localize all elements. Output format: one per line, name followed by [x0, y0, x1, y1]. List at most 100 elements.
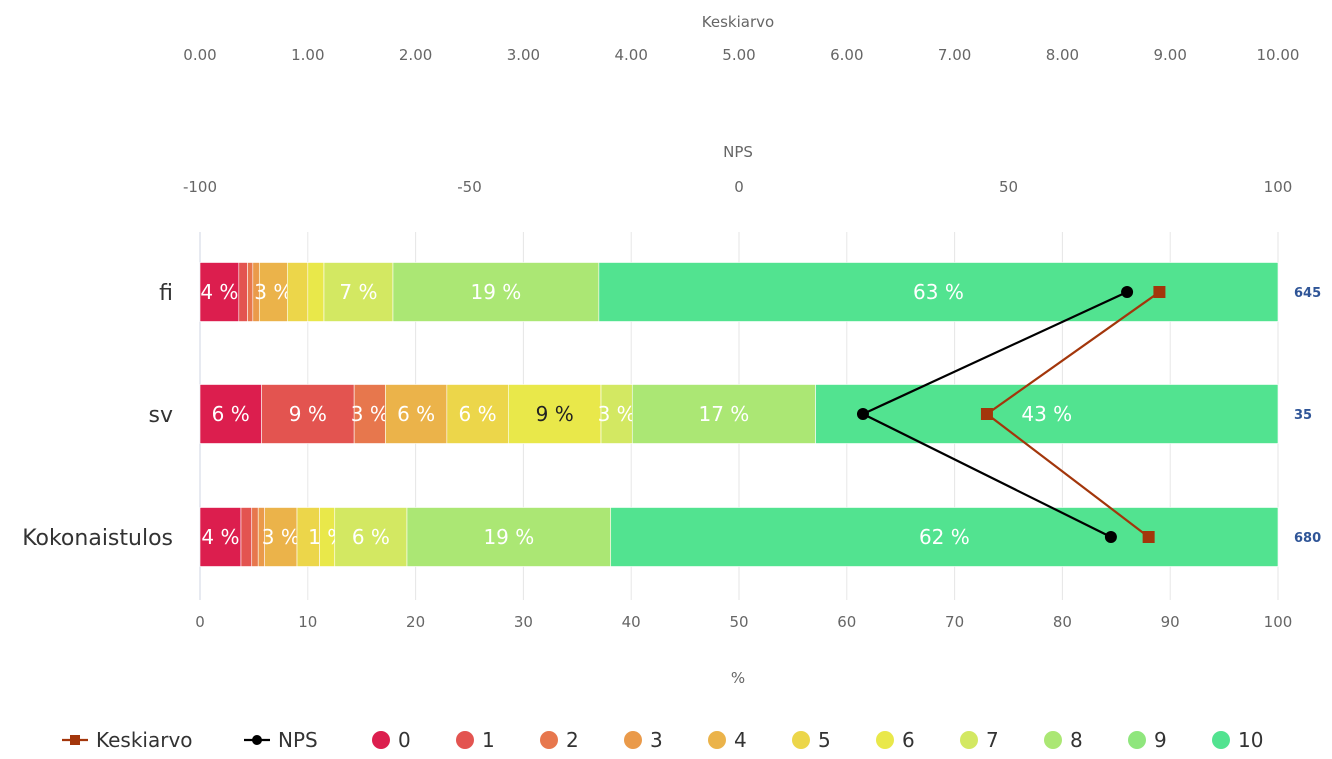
keskiarvo-tick-label: 10.00 [1257, 46, 1300, 64]
bar-data-label: 4 % [200, 280, 238, 304]
nps-tick-label: 50 [999, 178, 1018, 196]
bar-data-label: 19 % [471, 280, 522, 304]
x-tick-label: 40 [622, 613, 641, 631]
legend-label[interactable]: 3 [650, 728, 663, 752]
x-tick-label: 10 [298, 613, 317, 631]
legend-color-dot [876, 731, 894, 749]
nps-tick-label: 100 [1264, 178, 1293, 196]
bar-segment [406, 507, 612, 567]
category-label: fi [159, 281, 173, 306]
keskiarvo-tick-label: 3.00 [507, 46, 540, 64]
legend-label[interactable]: 7 [986, 728, 999, 752]
bar-data-label: 19 % [483, 525, 534, 549]
bar-data-label: 9 % [536, 402, 574, 426]
keskiarvo-point [1142, 531, 1155, 543]
bar-segment [385, 384, 448, 444]
keskiarvo-axis-title: Keskiarvo [702, 13, 774, 31]
bar-segment [261, 384, 355, 444]
x-tick-label: 100 [1264, 613, 1293, 631]
bar-segment [815, 384, 1279, 444]
bar-segment [240, 507, 253, 567]
bar-segment [392, 262, 600, 322]
legend-color-dot [1128, 731, 1146, 749]
bar-segment [334, 507, 408, 567]
nps-point [1104, 531, 1117, 543]
legend-label[interactable]: NPS [278, 728, 318, 752]
bar-segment [199, 507, 242, 567]
keskiarvo-point [1153, 286, 1166, 298]
legend-label[interactable]: 1 [482, 728, 495, 752]
legend-color-dot [456, 731, 474, 749]
x-tick-label: 80 [1053, 613, 1072, 631]
keskiarvo-tick-label: 4.00 [614, 46, 647, 64]
x-tick-label: 90 [1161, 613, 1180, 631]
x-tick-label: 60 [837, 613, 856, 631]
bar-segment [307, 262, 325, 322]
keskiarvo-tick-label: 9.00 [1153, 46, 1186, 64]
keskiarvo-tick-label: 1.00 [291, 46, 324, 64]
respondent-count: 35 [1294, 408, 1312, 423]
legend-label[interactable]: 2 [566, 728, 579, 752]
bar-segment [610, 507, 1279, 567]
legend-label[interactable]: 9 [1154, 728, 1167, 752]
bar-segment [631, 384, 816, 444]
bar-segment [199, 262, 240, 322]
bar-segment [258, 262, 288, 322]
bar-segment [247, 262, 254, 322]
nps-point [1121, 286, 1134, 298]
legend-color-dot [372, 731, 390, 749]
legend-label[interactable]: 8 [1070, 728, 1083, 752]
bar-data-label: 62 % [919, 525, 970, 549]
legend-label[interactable]: Keskiarvo [96, 728, 193, 752]
legend-color-dot [792, 731, 810, 749]
bar-segment [287, 262, 309, 322]
bar-data-label: 6 % [352, 525, 390, 549]
legend-color-dot [960, 731, 978, 749]
keskiarvo-tick-label: 6.00 [830, 46, 863, 64]
legend-color-dot [624, 731, 642, 749]
bar-segment [264, 507, 298, 567]
bar-data-label: 17 % [699, 402, 750, 426]
legend-circle-marker [252, 735, 262, 745]
keskiarvo-tick-label: 8.00 [1046, 46, 1079, 64]
legend: Keskiarvo NPS 0 1 2 3 4 5 6 7 8 9 10 [62, 728, 1263, 752]
x-tick-label: 30 [514, 613, 533, 631]
legend-label[interactable]: 6 [902, 728, 915, 752]
nps-tick-label: -100 [183, 178, 217, 196]
keskiarvo-tick-label: 2.00 [399, 46, 432, 64]
x-tick-label: 50 [729, 613, 748, 631]
bar-segment [251, 507, 259, 567]
legend-color-dot [708, 731, 726, 749]
legend-label[interactable]: 10 [1238, 728, 1263, 752]
bar-data-label: 7 % [339, 280, 377, 304]
category-label: sv [149, 403, 173, 428]
bar-data-label: 63 % [913, 280, 964, 304]
bar-data-label: 3 % [262, 525, 300, 549]
legend-label[interactable]: 0 [398, 728, 411, 752]
bar-data-label: 3 % [351, 402, 389, 426]
bar-data-label: 3 % [254, 280, 292, 304]
legend-square-marker [70, 735, 80, 745]
nps-tick-label: 0 [734, 178, 744, 196]
nps-point [856, 408, 869, 420]
keskiarvo-point [980, 408, 993, 420]
nps-tick-label: -50 [457, 178, 482, 196]
legend-color-dot [540, 731, 558, 749]
bar-data-label: 6 % [212, 402, 250, 426]
bar-segment [238, 262, 248, 322]
bar-data-label: 43 % [1021, 402, 1072, 426]
bar-data-label: 3 % [598, 402, 636, 426]
percent-axis-title: % [731, 669, 745, 687]
respondent-count: 680 [1294, 531, 1321, 546]
keskiarvo-tick-label: 0.00 [183, 46, 216, 64]
legend-color-dot [1044, 731, 1062, 749]
keskiarvo-tick-label: 5.00 [722, 46, 755, 64]
legend-label[interactable]: 4 [734, 728, 747, 752]
bar-data-label: 4 % [201, 525, 239, 549]
x-tick-label: 20 [406, 613, 425, 631]
stacked-bars: 4 % 3 % 7 % 19 % 63 % 6 % 9 % 3 % 6 % 6 % 9 % 3 % 17… [199, 262, 1279, 567]
bar-segment [508, 384, 602, 444]
legend-label[interactable]: 5 [818, 728, 831, 752]
legend-color-dot [1212, 731, 1230, 749]
category-label: Kokonaistulos [22, 526, 173, 551]
